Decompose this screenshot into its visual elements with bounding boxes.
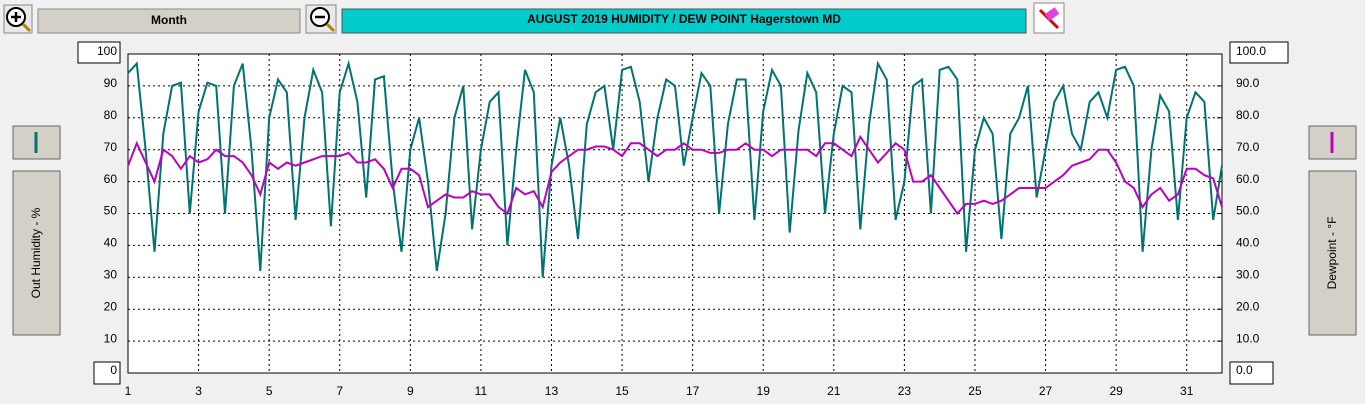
y-tick-label: 10 — [104, 331, 118, 345]
y-tick-label: 90 — [104, 76, 118, 90]
x-tick-label: 31 — [1180, 384, 1194, 398]
y2-min-box — [1229, 361, 1274, 385]
y2-tick-label: 0.0 — [1236, 363, 1253, 377]
y-tick-label: 40 — [104, 236, 118, 250]
x-tick-label: 23 — [898, 384, 912, 398]
x-tick-label: 17 — [686, 384, 700, 398]
y2-tick-label: 20.0 — [1236, 299, 1260, 313]
x-tick-label: 19 — [757, 384, 771, 398]
y-max-box — [77, 41, 121, 64]
y-label-button[interactable] — [12, 170, 61, 336]
x-tick-label: 1 — [125, 384, 132, 398]
zoom-in-button[interactable] — [3, 4, 33, 34]
y2-tick-label: 30.0 — [1236, 267, 1260, 281]
title-bar — [341, 8, 1027, 34]
y2-tick-label: 70.0 — [1236, 140, 1260, 154]
x-tick-label: 25 — [968, 384, 982, 398]
series-line — [127, 134, 1223, 216]
y2-tick-label: 80.0 — [1236, 108, 1260, 122]
y2-tick-label: 50.0 — [1236, 204, 1260, 218]
x-tick-label: 27 — [1039, 384, 1053, 398]
y2-tick-label: 90.0 — [1236, 76, 1260, 90]
y-axis-label: Out Humidity - % — [29, 207, 43, 298]
y-tick-label: 60 — [104, 172, 118, 186]
series-line — [127, 59, 1223, 278]
x-tick-label: 9 — [407, 384, 414, 398]
x-tick-label: 11 — [475, 384, 488, 398]
range-button-label: Month — [151, 13, 187, 27]
y-min-box — [93, 361, 121, 385]
y-tick-label: 100 — [97, 44, 117, 58]
y-tick-label: 30 — [104, 267, 118, 281]
x-tick-label: 21 — [827, 384, 841, 398]
y2-axis-label: Dewpoint - °F — [1325, 217, 1339, 290]
zoom-out-button[interactable] — [305, 4, 337, 34]
x-tick-label: 7 — [336, 384, 343, 398]
range-button[interactable] — [37, 8, 301, 34]
y2-max-box — [1229, 41, 1289, 64]
y-tick-label: 50 — [104, 204, 118, 218]
y-tick-label: 20 — [104, 299, 118, 313]
x-tick-label: 13 — [545, 384, 559, 398]
y2-tick-label: 10.0 — [1236, 331, 1260, 345]
x-tick-label: 5 — [266, 384, 273, 398]
chart-title: AUGUST 2019 HUMIDITY / DEW POINT Hagerst… — [527, 12, 841, 26]
x-tick-label: 3 — [195, 384, 202, 398]
y-tick-label: 80 — [104, 108, 118, 122]
y-tick-label: 70 — [104, 140, 118, 154]
y2-tick-label: 60.0 — [1236, 172, 1260, 186]
y2-label-button[interactable] — [1308, 170, 1357, 336]
x-tick-label: 29 — [1109, 384, 1123, 398]
y-tick-label: 0 — [110, 363, 117, 377]
y2-tick-label: 100.0 — [1236, 44, 1266, 58]
clear-button[interactable] — [1033, 2, 1065, 34]
y2-tick-label: 40.0 — [1236, 236, 1260, 250]
x-tick-label: 15 — [615, 384, 629, 398]
